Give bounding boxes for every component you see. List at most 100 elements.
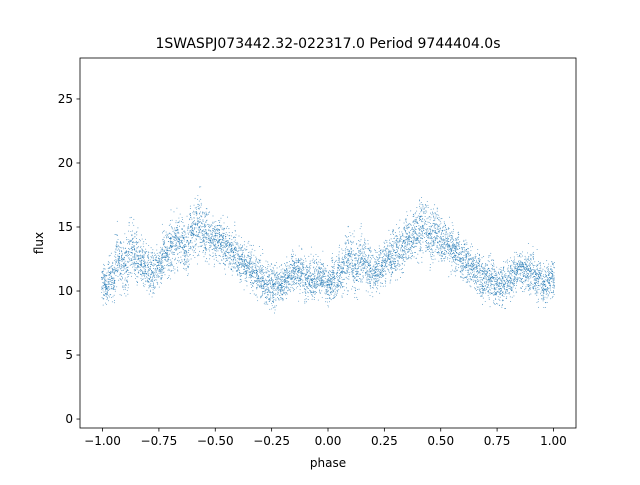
- data-point: [140, 263, 142, 265]
- data-point: [359, 249, 361, 251]
- data-point: [143, 263, 145, 264]
- data-point: [166, 248, 168, 250]
- data-point: [383, 262, 385, 264]
- data-point: [105, 289, 107, 291]
- data-point: [154, 280, 155, 282]
- data-point: [187, 241, 189, 243]
- data-point: [292, 256, 294, 258]
- data-point: [301, 278, 303, 280]
- data-point: [240, 236, 242, 238]
- data-point: [211, 248, 213, 250]
- data-point: [256, 280, 258, 282]
- data-point: [375, 251, 377, 253]
- data-point: [101, 297, 103, 299]
- data-point: [312, 296, 314, 297]
- data-point: [298, 283, 300, 285]
- data-point: [168, 268, 170, 270]
- data-point: [327, 274, 329, 276]
- data-point: [120, 268, 121, 270]
- data-point: [250, 277, 252, 279]
- data-point: [384, 280, 386, 282]
- data-point: [179, 247, 180, 249]
- data-point: [251, 270, 253, 272]
- data-point: [294, 271, 296, 273]
- data-point: [349, 274, 351, 276]
- data-point: [316, 262, 317, 264]
- data-point: [354, 277, 356, 279]
- data-point: [292, 259, 294, 261]
- data-point: [247, 267, 249, 269]
- data-point: [386, 262, 388, 264]
- data-point: [377, 271, 379, 272]
- data-point: [201, 222, 203, 224]
- data-point: [148, 258, 149, 260]
- data-point: [266, 280, 268, 282]
- data-point: [179, 220, 181, 222]
- data-point: [332, 270, 334, 271]
- data-point: [217, 245, 219, 247]
- data-point: [295, 261, 297, 263]
- data-point: [375, 280, 377, 282]
- data-point: [352, 275, 354, 277]
- data-point: [387, 252, 389, 253]
- data-point: [318, 277, 320, 279]
- data-point: [214, 254, 216, 256]
- data-point: [161, 223, 163, 225]
- data-point: [202, 251, 204, 253]
- data-point: [137, 267, 139, 269]
- data-point: [178, 221, 180, 223]
- data-point: [146, 280, 148, 282]
- data-point: [219, 238, 221, 240]
- data-point: [170, 220, 171, 221]
- data-point: [218, 225, 220, 226]
- data-point: [292, 269, 294, 271]
- data-point: [371, 287, 373, 288]
- data-point: [291, 279, 292, 281]
- data-point: [221, 244, 223, 246]
- data-point: [251, 256, 253, 258]
- data-point: [402, 244, 403, 246]
- data-point: [391, 267, 393, 269]
- data-point: [245, 259, 247, 260]
- data-point: [170, 236, 172, 238]
- data-point: [334, 293, 336, 295]
- data-point: [377, 259, 379, 261]
- data-point: [177, 229, 179, 231]
- data-point: [399, 219, 401, 221]
- data-point: [328, 298, 330, 299]
- data-point: [357, 275, 359, 277]
- data-point: [219, 235, 221, 237]
- data-point: [254, 264, 256, 266]
- data-point: [114, 280, 116, 281]
- data-point: [379, 265, 381, 267]
- data-point: [103, 281, 105, 283]
- data-point: [110, 273, 112, 275]
- data-point: [164, 249, 166, 251]
- data-point: [195, 211, 197, 213]
- data-point: [388, 251, 389, 253]
- data-point: [300, 272, 302, 274]
- data-point: [304, 282, 306, 284]
- data-point: [388, 249, 389, 251]
- data-point: [338, 278, 340, 280]
- data-point: [212, 239, 214, 241]
- data-point: [134, 232, 136, 234]
- data-point: [170, 271, 172, 273]
- data-point: [399, 231, 400, 233]
- data-point: [289, 275, 290, 277]
- data-point: [311, 260, 313, 262]
- data-point: [388, 270, 390, 272]
- data-point: [336, 294, 338, 296]
- data-point: [131, 252, 132, 253]
- data-point: [367, 259, 369, 261]
- data-point: [202, 223, 204, 225]
- data-point: [399, 234, 401, 236]
- data-point: [273, 298, 275, 300]
- data-point: [119, 259, 120, 261]
- data-point: [248, 276, 250, 278]
- data-point: [101, 272, 103, 274]
- data-point: [173, 252, 175, 253]
- data-point: [329, 279, 331, 281]
- data-point: [241, 253, 243, 255]
- data-point: [275, 281, 277, 283]
